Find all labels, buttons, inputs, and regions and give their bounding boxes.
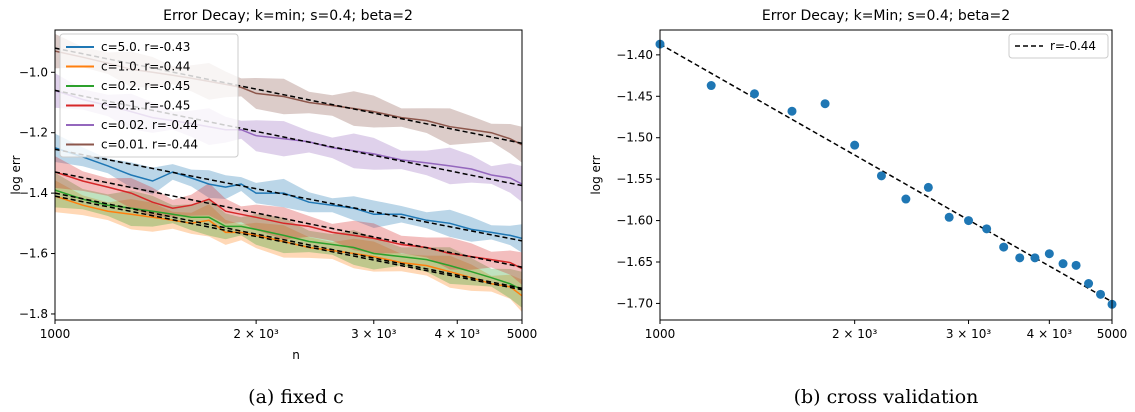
y-tick-label: −1.65 [616, 255, 653, 269]
y-tick-label: −1.8 [19, 307, 48, 321]
scatter-point [999, 242, 1009, 252]
y-tick-label: −1.2 [19, 126, 48, 140]
caption-a: (a) fixed c [248, 386, 344, 408]
plot-frame [54, 29, 523, 321]
legend: r=-0.44 [1008, 33, 1109, 59]
x-tick-label: 4 × 10³ [435, 327, 481, 341]
series-line [55, 189, 522, 291]
y-tick-label: −1.40 [616, 48, 653, 62]
x-tick-label: 5000 [1097, 327, 1128, 341]
scatter-point [1044, 249, 1054, 259]
panel-cross-validation: Error Decay; k=Min; s=0.4; beta=2 1000 2 … [589, 8, 1127, 341]
x-axis-ticks: 1000 2 × 10³ 3 × 10³ 4 × 10³ 5000 [645, 320, 1128, 341]
scatter-points [655, 39, 1117, 309]
y-tick-label: −1.6 [19, 247, 48, 261]
scatter-point [787, 106, 797, 116]
y-tick-label: −1.0 [19, 65, 48, 79]
legend: c=5.0. r=-0.43 c=1.0. r=-0.44 c=0.2. r=-0.… [59, 33, 239, 158]
fit-line [659, 43, 1113, 303]
x-tick-label: 2 × 10³ [832, 327, 878, 341]
fit-line [55, 148, 522, 242]
fit-lines [659, 43, 1113, 303]
panel-fixed-c: Error Decay; k=min; s=0.4; beta=2 1000 2 … [9, 8, 537, 362]
legend-label: r=-0.44 [1050, 39, 1096, 53]
y-tick-label: −1.55 [616, 172, 653, 186]
legend-label: c=0.1. r=-0.45 [101, 99, 190, 113]
series-band [55, 172, 522, 308]
series-line [55, 147, 522, 240]
scatter-point [1084, 279, 1094, 289]
y-tick-label: −1.60 [616, 214, 653, 228]
fit-line [55, 195, 522, 291]
scatter-point [749, 89, 759, 99]
scatter-point [964, 216, 974, 226]
x-tick-label: 1000 [40, 327, 71, 341]
plot-frame [659, 29, 1113, 321]
legend-box [59, 33, 239, 158]
series-band [55, 133, 522, 253]
x-tick-label: 3 × 10³ [946, 327, 992, 341]
fit-lines [55, 47, 522, 291]
y-tick-label: −1.45 [616, 89, 653, 103]
y-tick-label: −1.70 [616, 296, 653, 310]
legend-label: c=1.0. r=-0.44 [101, 60, 190, 74]
legend-label: c=5.0. r=-0.43 [101, 40, 190, 54]
scatter-point [706, 81, 716, 91]
y-tick-label: −1.4 [19, 186, 48, 200]
caption-b: (b) cross validation [794, 386, 979, 408]
legend-label: c=0.2. r=-0.45 [101, 79, 190, 93]
chart-title: Error Decay; k=min; s=0.4; beta=2 [163, 8, 413, 24]
scatter-point [1058, 259, 1068, 269]
legend-label: c=0.02. r=-0.44 [101, 118, 198, 132]
y-axis-label: log err [589, 155, 603, 194]
scatter-point [820, 99, 830, 109]
x-tick-label: 3 × 10³ [351, 327, 397, 341]
scatter-point [850, 140, 860, 150]
scatter-point [1015, 253, 1025, 263]
scatter-point [1030, 253, 1040, 263]
x-axis-label: n [292, 348, 300, 362]
x-tick-label: 1000 [645, 327, 676, 341]
y-axis-ticks: −1.0 −1.2 −1.4 −1.6 −1.8 [19, 65, 55, 321]
chart-title: Error Decay; k=Min; s=0.4; beta=2 [762, 8, 1010, 24]
x-tick-label: 4 × 10³ [1027, 327, 1073, 341]
scatter-point [923, 182, 933, 192]
y-axis-ticks: −1.40 −1.45 −1.50 −1.55 −1.60 −1.65 −1.70 [616, 48, 660, 310]
series-band [55, 156, 522, 285]
scatter-point [1096, 289, 1106, 299]
x-tick-label: 5000 [507, 327, 538, 341]
series-band [55, 73, 522, 203]
scatter-point [876, 171, 886, 181]
series-band [55, 180, 522, 313]
scatter-point [1071, 260, 1081, 270]
x-axis-ticks: 1000 2 × 10³ 3 × 10³ 4 × 10³ 5000 [40, 320, 538, 341]
scatter-point [944, 212, 954, 222]
y-axis-label: log err [9, 155, 23, 194]
y-tick-label: −1.50 [616, 131, 653, 145]
scatter-point [901, 194, 911, 204]
scatter-point [982, 224, 992, 234]
legend-box [1008, 33, 1109, 59]
legend-label: c=0.01. r=-0.44 [101, 138, 198, 152]
x-tick-label: 2 × 10³ [233, 327, 279, 341]
